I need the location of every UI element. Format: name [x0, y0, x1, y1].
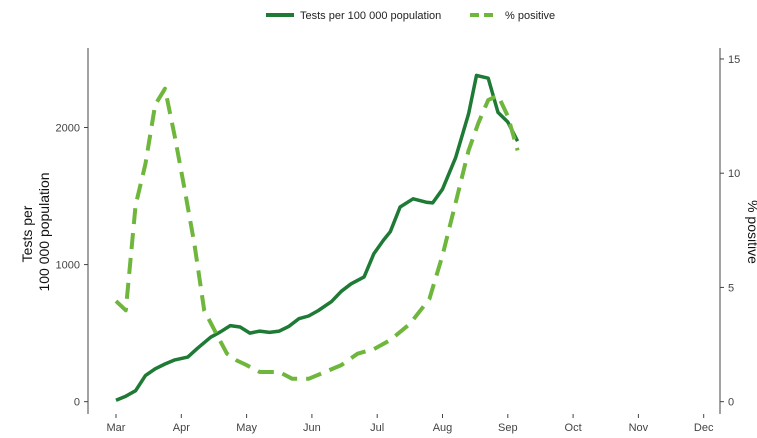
x-tick-label: Dec — [694, 422, 714, 434]
x-tick-label: Jul — [370, 422, 384, 434]
y-axis-left-title: Tests per 100 000 population — [19, 172, 52, 291]
y-right-tick-label: 0 — [728, 397, 734, 409]
y-right-tick-label: 5 — [728, 282, 734, 294]
y-axis-left-title-line-1: Tests per — [19, 205, 35, 262]
series-line-positive — [114, 86, 520, 381]
x-tick-label: Nov — [629, 422, 649, 434]
legend: Tests per 100 000 population % positive — [266, 10, 555, 22]
y-right-tick-label: 15 — [728, 54, 740, 66]
x-axis: Mar Apr May Jun Jul Aug Sep Oct Nov Dec — [107, 414, 714, 434]
x-tick-label: Sep — [498, 422, 518, 434]
series-line-tests — [115, 73, 520, 402]
y-left-tick-label: 1000 — [56, 260, 80, 272]
x-tick-label: May — [236, 422, 257, 434]
legend-label-positive: % positive — [505, 10, 555, 22]
x-tick-label: Mar — [107, 422, 126, 434]
y-axis-right-title: % positive — [745, 200, 757, 264]
y-left-tick-label: 2000 — [56, 123, 80, 135]
plot-area — [114, 73, 520, 402]
x-tick-label: Jun — [303, 422, 321, 434]
y-axis-right: 0 5 10 15 — [720, 54, 740, 409]
y-left-tick-label: 0 — [74, 397, 80, 409]
x-tick-label: Apr — [173, 422, 190, 434]
x-tick-label: Aug — [433, 422, 453, 434]
y-axis-left: 0 1000 2000 — [56, 123, 88, 409]
y-axis-left-title-line-2: 100 000 population — [36, 172, 52, 291]
legend-label-tests: Tests per 100 000 population — [300, 10, 441, 22]
y-right-tick-label: 10 — [728, 168, 740, 180]
x-tick-label: Oct — [565, 422, 582, 434]
